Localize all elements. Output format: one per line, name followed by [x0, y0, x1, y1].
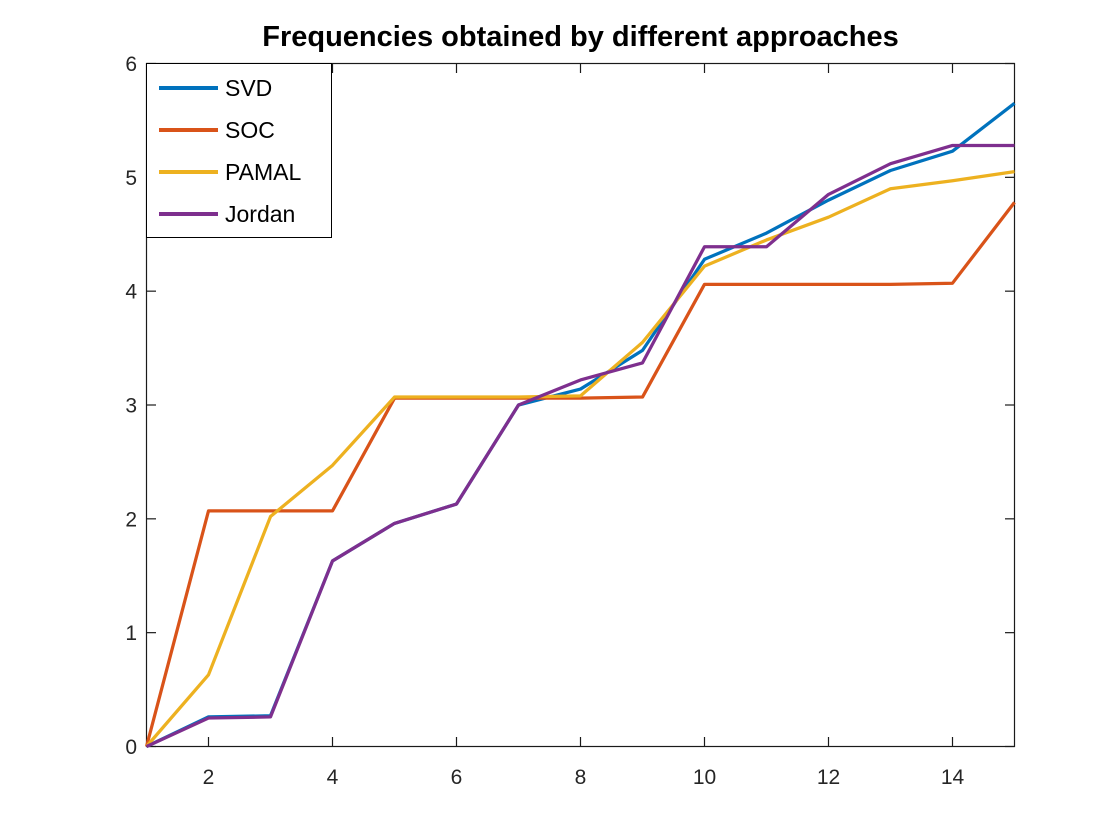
- jordan-line-swatch: [159, 212, 218, 216]
- series-pamal-line: [145, 170, 1015, 748]
- x-tick-label: 6: [451, 766, 463, 789]
- x-tick-label: 14: [941, 766, 965, 789]
- y-tick-label: 4: [125, 281, 137, 304]
- y-tick-label: 6: [125, 53, 137, 76]
- legend-label-jordan: Jordan: [225, 200, 296, 227]
- y-tick-label: 3: [125, 395, 137, 418]
- x-tick-label: 12: [817, 766, 840, 789]
- y-tick-label: 2: [125, 508, 137, 531]
- x-tick-label: 2: [203, 766, 215, 789]
- legend: SVD SOC PAMAL Jordan: [146, 63, 332, 238]
- series-soc-line: [144, 201, 1016, 747]
- series-jordan-line: [145, 143, 1015, 748]
- pamal-line-swatch: [159, 170, 218, 174]
- legend-item-pamal: PAMAL: [147, 151, 331, 193]
- y-tick-label: 0: [125, 736, 137, 759]
- x-tick-label: 8: [575, 766, 587, 789]
- legend-item-svd: SVD: [147, 67, 331, 109]
- y-tick-label: 5: [125, 167, 137, 190]
- chart-title: Frequencies obtained by different approa…: [262, 21, 899, 53]
- svd-line-swatch: [159, 86, 218, 90]
- x-tick-label: 4: [327, 766, 339, 789]
- legend-label-svd: SVD: [225, 74, 273, 101]
- legend-item-jordan: Jordan: [147, 193, 331, 235]
- legend-item-soc: SOC: [147, 109, 331, 151]
- soc-line-swatch: [159, 128, 218, 132]
- legend-label-soc: SOC: [225, 116, 275, 143]
- y-tick-label: 1: [125, 622, 137, 645]
- legend-label-pamal: PAMAL: [225, 158, 302, 185]
- x-tick-label: 10: [693, 766, 716, 789]
